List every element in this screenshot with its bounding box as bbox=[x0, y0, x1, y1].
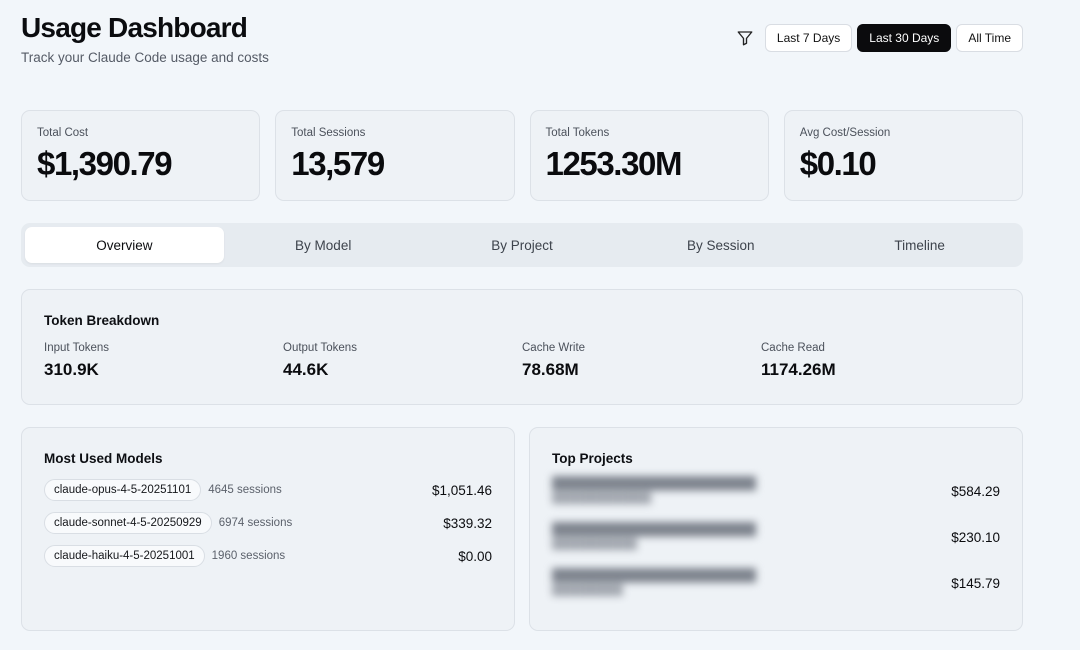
token-value: 1174.26M bbox=[761, 360, 836, 379]
model-sessions: 6974 sessions bbox=[218, 517, 293, 529]
project-row: ████████████████████████ ██████████ $145.… bbox=[552, 560, 1000, 606]
stat-value: $1,390.79 bbox=[37, 145, 173, 182]
token-value: 78.68M bbox=[522, 360, 579, 379]
panel-title: Top Projects bbox=[552, 451, 633, 466]
most-used-models-panel: Most Used Models claude-opus-4-5-2025110… bbox=[21, 427, 515, 631]
token-cache-read: Cache Read 1174.26M bbox=[761, 342, 1000, 380]
token-value: 310.9K bbox=[44, 360, 99, 379]
token-label: Cache Read bbox=[761, 342, 825, 354]
tab-overview[interactable]: Overview bbox=[25, 227, 224, 263]
model-sessions: 4645 sessions bbox=[208, 484, 282, 496]
model-sessions: 1960 sessions bbox=[211, 550, 286, 562]
token-label: Input Tokens bbox=[44, 342, 110, 354]
panel-title: Most Used Models bbox=[44, 451, 163, 466]
filter-icon[interactable] bbox=[736, 29, 754, 47]
project-cost: $145.79 bbox=[951, 575, 1000, 591]
stat-card-total-tokens: Total Tokens 1253.30M bbox=[529, 110, 769, 201]
token-breakdown-panel: Token Breakdown Input Tokens 310.9K Outp… bbox=[21, 289, 1023, 405]
stat-label: Avg Cost/Session bbox=[799, 127, 891, 139]
model-name-chip: claude-sonnet-4-5-20250929 bbox=[44, 512, 212, 534]
panel-title: Token Breakdown bbox=[44, 313, 160, 328]
project-cost: $230.10 bbox=[951, 529, 1000, 545]
model-cost: $1,051.46 bbox=[431, 482, 492, 498]
stats-row: Total Cost $1,390.79 Total Sessions 13,5… bbox=[21, 110, 1023, 201]
project-row: ████████████████████████ ████████████ $23… bbox=[552, 514, 1000, 560]
stat-card-total-cost: Total Cost $1,390.79 bbox=[21, 110, 261, 201]
range-all-time-button[interactable]: All Time bbox=[956, 24, 1023, 52]
stat-value: 1253.30M bbox=[545, 145, 683, 182]
model-cost: $0.00 bbox=[458, 548, 492, 564]
stat-card-total-sessions: Total Sessions 13,579 bbox=[275, 110, 515, 201]
stat-value: $0.10 bbox=[799, 145, 877, 182]
token-output: Output Tokens 44.6K bbox=[283, 342, 522, 380]
model-row: claude-sonnet-4-5-20250929 6974 sessions… bbox=[44, 512, 492, 534]
model-name-chip: claude-haiku-4-5-20251001 bbox=[44, 545, 205, 567]
stat-label: Total Cost bbox=[37, 127, 89, 139]
token-value: 44.6K bbox=[283, 360, 329, 379]
project-name-redacted: ████████████████████████ ████████████ bbox=[552, 522, 757, 550]
page-subtitle: Track your Claude Code usage and costs bbox=[21, 50, 269, 65]
stat-card-avg-cost-session: Avg Cost/Session $0.10 bbox=[783, 110, 1023, 201]
stat-label: Total Sessions bbox=[291, 127, 366, 139]
model-row: claude-haiku-4-5-20251001 1960 sessions … bbox=[44, 545, 492, 567]
model-name-chip: claude-opus-4-5-20251101 bbox=[44, 479, 202, 501]
stat-label: Total Tokens bbox=[545, 127, 610, 139]
tab-by-model[interactable]: By Model bbox=[295, 237, 352, 253]
project-cost: $584.29 bbox=[951, 483, 1000, 499]
top-projects-panel: Top Projects ████████████████████████ ███… bbox=[529, 427, 1023, 631]
token-label: Output Tokens bbox=[283, 342, 357, 354]
date-range-filter: Last 7 Days Last 30 Days All Time bbox=[736, 24, 1023, 52]
tab-timeline[interactable]: Timeline bbox=[894, 237, 945, 253]
token-label: Cache Write bbox=[522, 342, 586, 354]
view-tabs: Overview By Model By Project By Session … bbox=[21, 223, 1023, 267]
range-last-30-days-button[interactable]: Last 30 Days bbox=[857, 24, 952, 52]
project-name-redacted: ████████████████████████ ██████████ bbox=[552, 568, 757, 596]
model-cost: $339.32 bbox=[443, 515, 492, 531]
project-name-redacted: ████████████████████████ ██████████████ bbox=[552, 476, 757, 504]
page-title: Usage Dashboard bbox=[21, 12, 248, 43]
model-row: claude-opus-4-5-20251101 4645 sessions $… bbox=[44, 479, 492, 501]
token-input: Input Tokens 310.9K bbox=[44, 342, 283, 380]
tab-by-project[interactable]: By Project bbox=[491, 237, 553, 253]
project-row: ████████████████████████ ██████████████ $… bbox=[552, 468, 1000, 514]
token-cache-write: Cache Write 78.68M bbox=[522, 342, 761, 380]
range-last-7-days-button[interactable]: Last 7 Days bbox=[764, 24, 853, 52]
stat-value: 13,579 bbox=[291, 145, 385, 182]
tab-by-session[interactable]: By Session bbox=[687, 237, 755, 253]
